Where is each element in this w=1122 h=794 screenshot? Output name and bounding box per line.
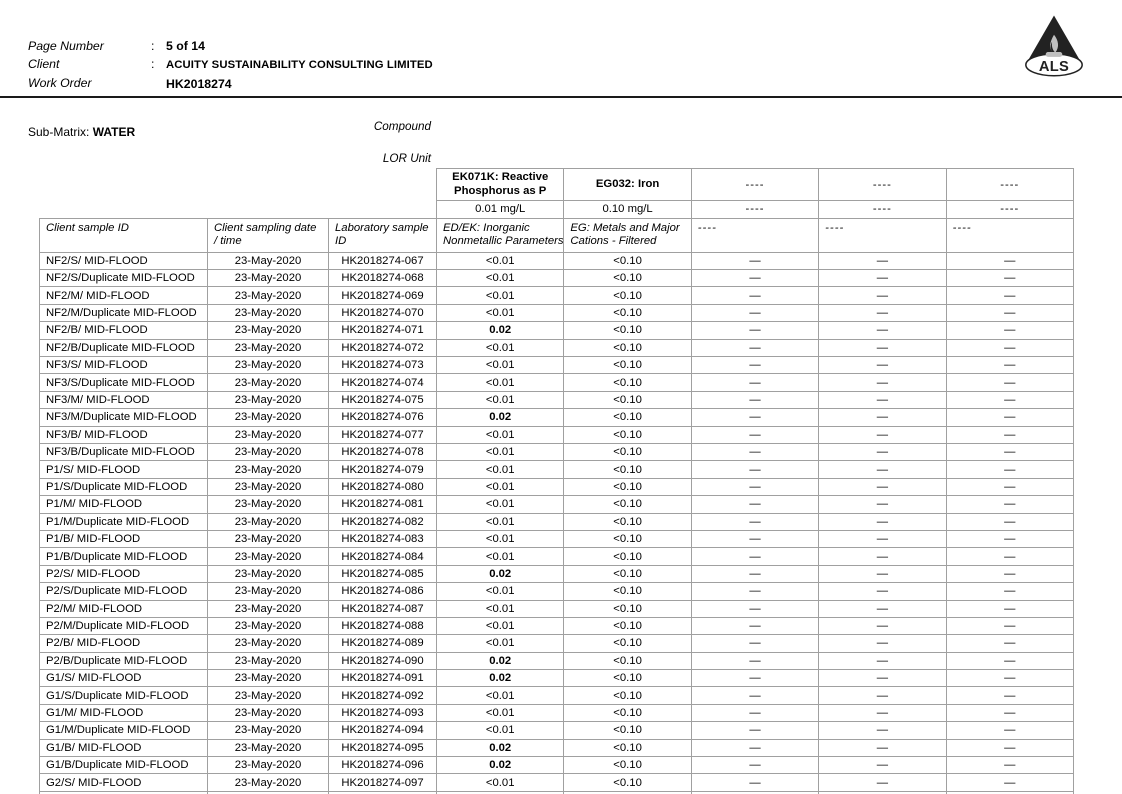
svg-text:ALS: ALS xyxy=(1039,59,1069,75)
